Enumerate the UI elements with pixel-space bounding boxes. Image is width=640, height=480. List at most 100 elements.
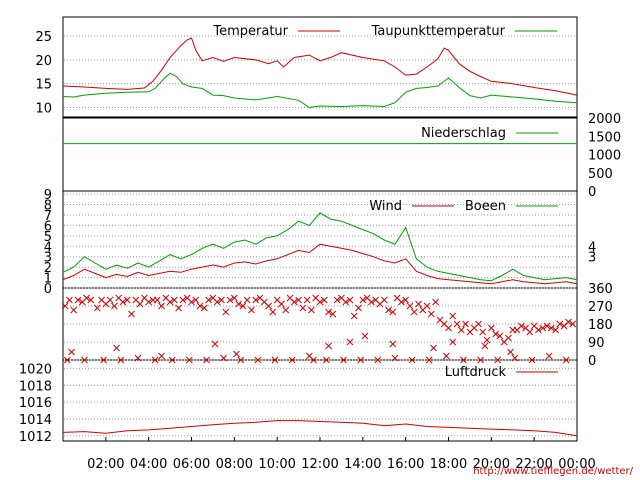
wind-direction-point (329, 310, 337, 318)
wind-direction-point (428, 310, 435, 318)
wind-direction-point (111, 302, 118, 310)
wind-direction-point (205, 296, 212, 304)
y2-tick-label: 1500 (588, 130, 621, 145)
wind-direction-point (151, 356, 159, 364)
wind-direction-point (220, 354, 227, 362)
y-tick-label: 5 (44, 230, 52, 245)
credit-link[interactable]: http://www.tiefflegen.de/wetter/ (473, 466, 633, 477)
wind-direction-point (410, 308, 418, 316)
wind-direction-point (408, 356, 416, 364)
wind-direction-point (323, 356, 330, 364)
wind-direction-point (299, 304, 307, 312)
wind-direction-point (346, 338, 354, 346)
wind-direction-point (243, 296, 251, 304)
wind-direction-point (494, 356, 502, 364)
series-line-wind-1 (62, 212, 578, 282)
wind-direction-point (539, 324, 547, 332)
wind-direction-point (269, 308, 277, 316)
wind-direction-point (374, 356, 382, 364)
y-tick-label: 2 (44, 261, 52, 276)
wind-direction-point (168, 356, 176, 364)
wind-direction-point (93, 304, 101, 312)
series-line-temperature-1 (62, 72, 578, 109)
y-tick-label: 1014 (19, 413, 52, 428)
wind-direction-point (402, 296, 410, 304)
legend-label: Wind (369, 199, 402, 214)
wind-direction-point (453, 320, 461, 328)
series-line-pressure-0 (62, 420, 578, 437)
wind-direction-point (443, 352, 450, 360)
wind-direction-point (389, 308, 397, 316)
wind-direction-point (569, 320, 577, 328)
y2-tick-label: 2000 (588, 112, 621, 127)
wind-direction-point (235, 300, 242, 308)
wind-direction-point (398, 298, 405, 306)
wind-direction-point (113, 344, 120, 352)
wind-direction-point (83, 294, 90, 302)
y-tick-label: 20 (35, 54, 52, 69)
y2-tick-label: 90 (588, 336, 605, 351)
wind-direction-point (63, 356, 71, 364)
wind-direction-point (175, 304, 183, 312)
series-line-wind-0 (62, 243, 578, 285)
y-tick-label: 6 (44, 219, 52, 234)
wind-direction-point (200, 304, 208, 312)
series-line-temperature-0 (62, 37, 578, 96)
y-tick-label: 8 (44, 199, 52, 214)
wind-direction-point (68, 348, 75, 356)
y2-tick-label: 0 (588, 185, 596, 200)
wind-direction-point (265, 302, 272, 310)
wind-direction-point (543, 322, 551, 330)
y2-tick-label: 4 (588, 240, 596, 255)
y-tick-label: 15 (35, 78, 52, 93)
wind-direction-point (507, 348, 514, 356)
wind-direction-point (278, 300, 285, 308)
wind-direction-point (226, 296, 234, 304)
wind-direction-point (123, 296, 131, 304)
wind-direction-point (248, 306, 255, 314)
wind-direction-point (487, 324, 495, 332)
wind-direction-point (477, 356, 484, 364)
wind-direction-point (171, 296, 178, 304)
wind-direction-point (406, 302, 414, 310)
wind-direction-point (460, 356, 467, 364)
wind-direction-point (556, 320, 564, 328)
wind-direction-point (252, 296, 260, 304)
wind-direction-point (188, 298, 195, 306)
wind-direction-point (295, 296, 302, 304)
y-tick-label: 1012 (19, 430, 52, 445)
wind-direction-point (496, 332, 504, 340)
wind-direction-point (449, 312, 457, 320)
wind-direction-point (222, 308, 230, 316)
wind-direction-point (145, 298, 153, 306)
wind-direction-point (70, 306, 78, 314)
y-tick-label: 4 (44, 240, 52, 255)
wind-direction-point (254, 356, 262, 364)
x-tick-label: 00:00 (558, 457, 595, 472)
wind-direction-point (106, 296, 114, 304)
wind-direction-point (203, 356, 210, 364)
wind-direction-point (325, 308, 332, 316)
wind-direction-point (483, 336, 491, 344)
wind-direction-point (320, 296, 328, 304)
y-tick-label: 9 (44, 188, 52, 203)
y2-tick-label: 1000 (588, 149, 621, 164)
x-tick-label: 02:00 (87, 457, 124, 472)
wind-direction-point (87, 296, 95, 304)
data-series (61, 37, 578, 437)
wind-direction-point (432, 298, 440, 306)
wind-direction-point (288, 356, 296, 364)
wind-direction-point (316, 298, 324, 306)
y-tick-label: 1016 (19, 396, 52, 411)
wind-direction-point (230, 294, 238, 302)
wind-direction-point (218, 296, 225, 304)
legend-label: Taupunkttemperatur (371, 24, 506, 39)
y-tick-label: 1018 (19, 379, 52, 394)
x-tick-label: 04:00 (130, 457, 167, 472)
wind-direction-point (128, 310, 135, 318)
wind-direction-point (565, 318, 572, 326)
y-tick-label: 3 (44, 251, 52, 266)
wind-direction-point (380, 296, 388, 304)
wind-direction-point (192, 296, 200, 304)
